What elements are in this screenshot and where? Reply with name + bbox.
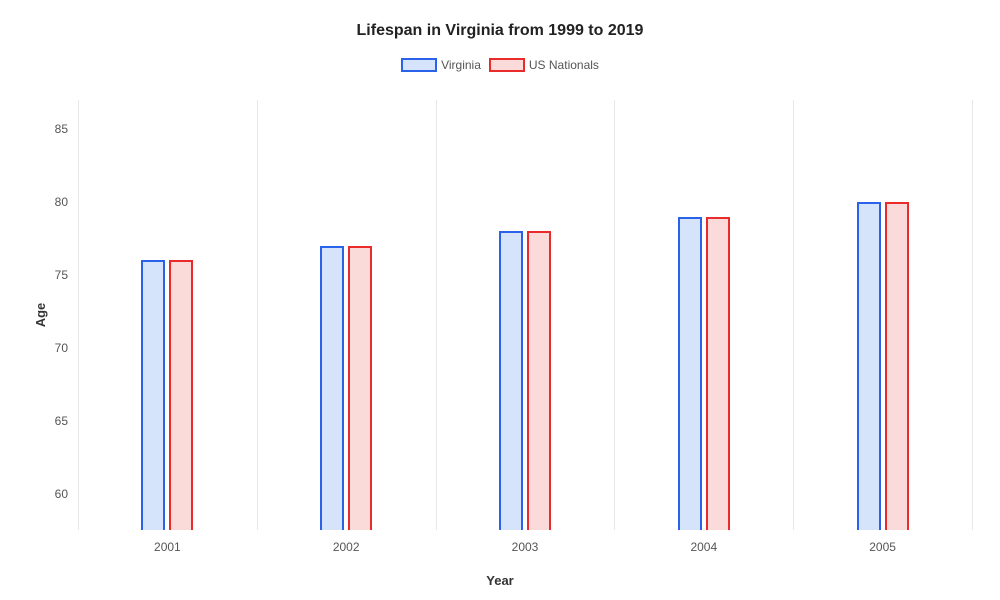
legend-swatch — [401, 58, 437, 72]
y-tick-label: 65 — [55, 414, 78, 428]
x-axis-label: Year — [486, 573, 513, 588]
legend-item: Virginia — [401, 58, 481, 72]
legend-label: Virginia — [441, 58, 481, 72]
grid-line — [793, 100, 794, 530]
bar — [885, 202, 909, 530]
y-tick-label: 75 — [55, 268, 78, 282]
grid-line — [436, 100, 437, 530]
bar — [706, 217, 730, 530]
x-tick-label: 2003 — [512, 530, 539, 554]
chart-title: Lifespan in Virginia from 1999 to 2019 — [0, 0, 1000, 40]
x-tick-label: 2004 — [690, 530, 717, 554]
legend: Virginia US Nationals — [0, 58, 1000, 72]
bar — [320, 246, 344, 530]
y-tick-label: 85 — [55, 122, 78, 136]
bar — [857, 202, 881, 530]
bar — [499, 231, 523, 530]
bar — [348, 246, 372, 530]
grid-line — [78, 100, 79, 530]
bar — [527, 231, 551, 530]
x-tick-label: 2005 — [869, 530, 896, 554]
y-tick-label: 70 — [55, 341, 78, 355]
y-tick-label: 80 — [55, 195, 78, 209]
grid-line — [972, 100, 973, 530]
plot-area: 60657075808520012002200320042005 — [78, 100, 972, 530]
grid-line — [614, 100, 615, 530]
legend-item: US Nationals — [489, 58, 599, 72]
legend-swatch — [489, 58, 525, 72]
grid-line — [257, 100, 258, 530]
y-tick-label: 60 — [55, 487, 78, 501]
bar — [141, 260, 165, 530]
x-tick-label: 2001 — [154, 530, 181, 554]
bar — [678, 217, 702, 530]
bar — [169, 260, 193, 530]
legend-label: US Nationals — [529, 58, 599, 72]
y-axis-label: Age — [33, 303, 48, 328]
x-tick-label: 2002 — [333, 530, 360, 554]
